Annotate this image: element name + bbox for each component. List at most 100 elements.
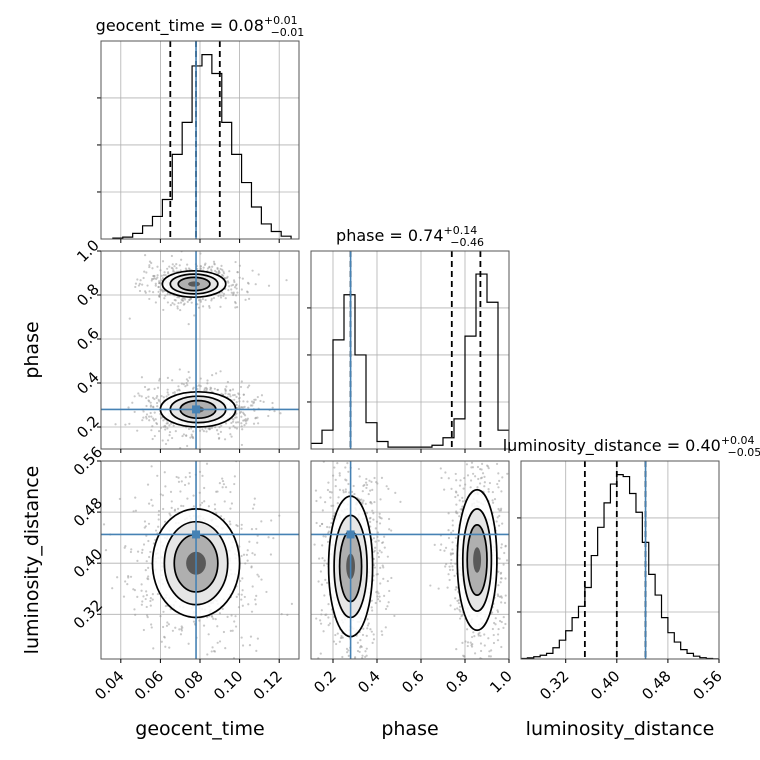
sample-point [496,516,499,519]
sample-point [486,465,490,468]
sample-point [322,630,325,633]
sample-point [214,426,217,429]
sample-point [346,462,349,465]
sample-point [458,484,462,487]
sample-point [342,491,345,494]
sample-point [355,447,357,449]
sample-point [488,668,490,670]
sample-point [136,278,139,281]
sample-point [188,376,191,379]
sample-point [233,286,237,289]
sample-point [150,623,153,626]
sample-point [132,588,135,591]
sample-point [488,481,492,485]
sample-point [495,520,498,523]
sample-point [455,648,458,651]
sample-point [483,481,486,484]
sample-point [335,642,338,646]
sample-point [222,272,226,275]
sample-point [437,587,440,590]
sample-point [279,412,282,415]
sample-point [497,570,500,573]
sample-point [456,434,458,436]
sample-point [235,283,238,286]
sample-point [188,471,191,475]
sample-point [190,301,193,304]
sample-point [146,483,150,486]
sample-point [240,523,243,526]
sample-point [226,615,229,618]
sample-point [180,258,183,261]
sample-point [133,395,136,398]
sample-point [224,647,227,650]
sample-point [168,430,172,434]
sample-point [500,507,503,510]
sample-point [319,622,323,625]
sample-point [381,633,384,636]
sample-point [379,582,382,585]
sample-point [330,521,333,525]
sample-point [158,293,162,296]
sample-point [242,393,245,396]
sample-point [254,283,257,286]
sample-point [344,488,347,491]
sample-point [254,416,258,419]
sample-point [91,307,93,309]
sample-point [465,736,467,738]
sample-point [216,625,219,628]
sample-point [149,550,152,554]
sample-point [255,527,258,531]
sample-point [246,400,249,403]
sample-point [162,419,165,422]
sample-point [234,615,237,618]
sample-point [367,622,370,625]
sample-point [157,290,160,293]
sample-point [464,640,467,643]
sample-point [150,626,153,629]
sample-point [143,520,147,523]
sample-point [192,436,195,440]
sample-point [140,583,143,586]
sample-point [451,565,454,568]
sample-point [151,593,154,596]
sample-point [157,513,160,516]
sample-point [464,733,466,735]
sample-point [380,517,383,520]
sample-point [257,575,260,578]
sample-point [235,427,239,430]
sample-point [222,630,226,634]
sample-point [451,541,454,544]
sample-point [159,269,162,272]
sample-point [148,415,151,418]
sample-point [331,517,334,520]
sample-point [230,421,233,425]
sample-point [155,396,158,400]
sample-point [348,491,351,494]
sample-point [504,577,507,580]
sample-point [153,411,156,414]
sample-point [148,260,152,263]
sample-point [270,519,273,522]
sample-point [472,631,475,634]
sample-point [175,263,178,266]
sample-point [234,294,238,297]
sample-point [364,650,367,653]
sample-point [362,484,365,487]
sample-point [492,661,494,663]
sample-point [217,294,220,298]
sample-point [141,600,144,603]
sample-point [233,280,236,284]
sample-point [140,376,144,379]
sample-point [240,380,243,383]
sample-point [175,266,178,270]
sample-point [213,387,216,390]
sample-point [219,305,222,308]
contour-line [461,508,493,612]
sample-point [132,510,135,513]
sample-point [336,502,339,505]
sample-point [184,385,187,388]
sample-point [386,555,389,558]
sample-point [372,518,375,521]
sample-point [164,520,167,523]
sample-point [509,532,511,534]
